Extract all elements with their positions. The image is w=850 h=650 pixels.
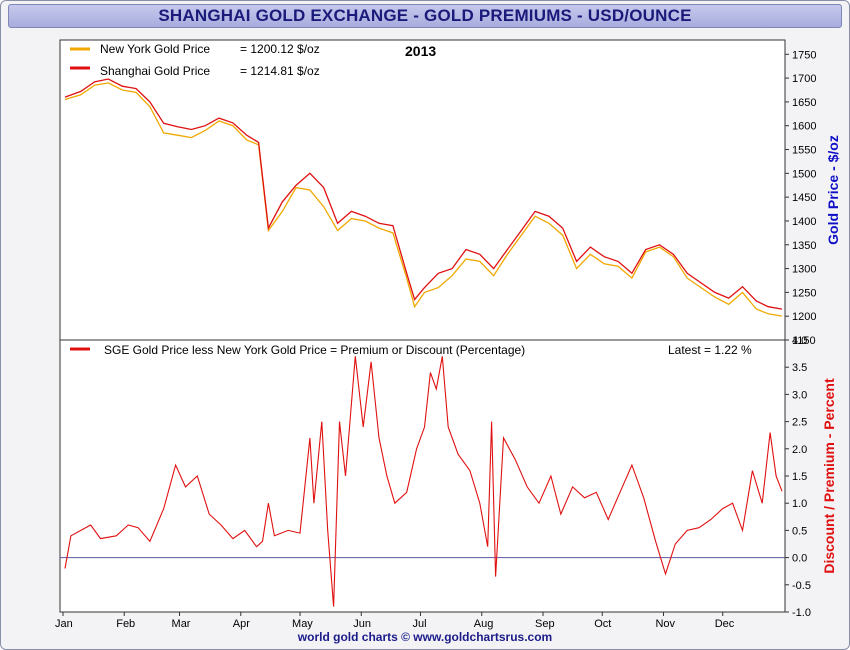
x-tick-label: Feb — [116, 618, 135, 630]
series-line-premium — [64, 356, 783, 607]
y-tick-label: 2.5 — [792, 417, 807, 429]
y-tick-label: 1350 — [792, 240, 816, 252]
x-tick-label: Jan — [55, 618, 73, 630]
y-tick-label: 1650 — [792, 97, 816, 109]
legend-label-new-york: New York Gold Price — [100, 42, 210, 56]
series-line-new-york — [64, 82, 783, 317]
y-tick-label: 1700 — [792, 73, 816, 85]
legend-value-new-york: = 1200.12 $/oz — [240, 42, 320, 56]
legend-label-shanghai: Shanghai Gold Price — [100, 64, 210, 78]
y-tick-label: 1450 — [792, 192, 816, 204]
y-tick-label: 1.0 — [792, 498, 807, 510]
title-bar: SHANGHAI GOLD EXCHANGE - GOLD PREMIUMS -… — [8, 4, 842, 28]
x-tick-label: Nov — [655, 618, 675, 630]
y-tick-label: 1300 — [792, 264, 816, 276]
y-tick-label: 1150 — [792, 335, 816, 347]
x-axis: Jan Feb Mar Apr May Jun Jul Aug Sep Oct Nov Dec — [55, 612, 735, 630]
footer-credit: world gold charts © www.goldchartsrus.co… — [297, 630, 553, 644]
legend-label-premium: SGE Gold Price less New York Gold Price … — [104, 343, 525, 357]
x-tick-label: Jun — [353, 618, 371, 630]
y-tick-label: 1250 — [792, 287, 816, 299]
top-series-group — [64, 78, 783, 317]
y-tick-label: -1.0 — [792, 607, 811, 619]
legend-value-shanghai: = 1214.81 $/oz — [240, 64, 320, 78]
y-tick-label: 1750 — [792, 49, 816, 61]
chart-title: SHANGHAI GOLD EXCHANGE - GOLD PREMIUMS -… — [158, 6, 692, 25]
y-axis-title-price: Gold Price - $/oz — [825, 135, 841, 245]
x-tick-label: Dec — [715, 618, 735, 630]
x-tick-label: Oct — [594, 618, 611, 630]
y-tick-label: 1550 — [792, 145, 816, 157]
y-tick-label: 3.0 — [792, 389, 807, 401]
y-tick-label: -0.5 — [792, 580, 811, 592]
latest-label: Latest = 1.22 % — [668, 343, 752, 357]
x-tick-label: Sep — [535, 618, 555, 630]
y-tick-label: 1400 — [792, 216, 816, 228]
series-line-shanghai — [64, 78, 783, 310]
y-axis-title-premium: Discount / Premium - Percent — [821, 378, 837, 574]
y-tick-label: 3.5 — [792, 362, 807, 374]
y-tick-label: 1.5 — [792, 471, 807, 483]
y-tick-label: 0.0 — [792, 553, 807, 565]
x-tick-label: Mar — [172, 618, 191, 630]
y-tick-label: 1500 — [792, 168, 816, 180]
year-label: 2013 — [405, 43, 436, 59]
y-tick-label: 2.0 — [792, 444, 807, 456]
y-tick-label: 0.5 — [792, 525, 807, 537]
bottom-panel — [59, 339, 786, 613]
x-tick-label: Jul — [413, 618, 427, 630]
x-tick-label: Apr — [233, 618, 250, 630]
y-tick-label: 4.0 — [792, 335, 807, 347]
y-tick-label: 1200 — [792, 311, 816, 323]
bottom-y-axis: -1.0 -0.5 0.0 0.5 1.0 1.5 2.0 2.5 3.0 3.5 4.0 — [785, 335, 811, 619]
top-y-axis: 1150 1200 1250 1300 1350 1400 1450 1500 1550 1600… — [785, 49, 816, 347]
y-tick-label: 1600 — [792, 121, 816, 133]
bottom-series-group — [64, 356, 783, 607]
x-tick-label: May — [292, 618, 313, 630]
x-tick-label: Aug — [474, 618, 494, 630]
